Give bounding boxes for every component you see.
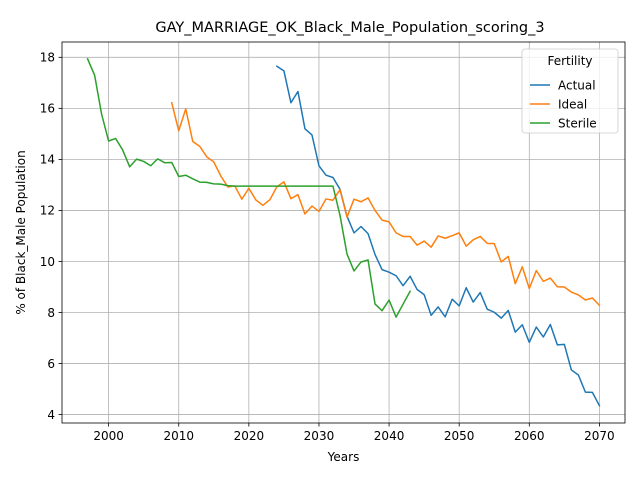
x-axis-ticks: 2000 2010 2020 2030 2040 2050 2060 2070 xyxy=(93,423,615,443)
y-tick-label: 12 xyxy=(40,204,55,218)
y-tick-label: 18 xyxy=(40,51,55,65)
y-tick-label: 10 xyxy=(40,255,55,269)
legend-title: Fertility xyxy=(547,54,592,68)
y-tick-label: 8 xyxy=(47,306,55,320)
legend: Fertility Actual Ideal Sterile xyxy=(521,48,619,134)
y-axis-ticks: 4 6 8 10 12 14 16 18 xyxy=(40,51,62,422)
x-tick-label: 2010 xyxy=(163,429,194,443)
x-tick-label: 2030 xyxy=(304,429,335,443)
y-tick-label: 6 xyxy=(47,357,55,371)
y-tick-label: 16 xyxy=(40,102,55,116)
series-line-sterile xyxy=(86,57,412,318)
series-line-actual xyxy=(275,65,601,407)
x-tick-label: 2020 xyxy=(234,429,265,443)
legend-label-sterile: Sterile xyxy=(558,116,597,130)
series-lines xyxy=(86,57,601,407)
x-axis-title: Years xyxy=(327,450,360,464)
legend-label-ideal: Ideal xyxy=(558,97,587,111)
x-tick-label: 2040 xyxy=(374,429,405,443)
y-tick-label: 14 xyxy=(40,153,55,167)
x-tick-label: 2070 xyxy=(584,429,615,443)
plot-frame xyxy=(61,41,626,424)
y-axis-title: % of Black_Male Population xyxy=(14,150,28,314)
chart-title: GAY_MARRIAGE_OK_Black_Male_Population_sc… xyxy=(155,20,544,36)
legend-box xyxy=(521,48,619,134)
legend-label-actual: Actual xyxy=(558,78,596,92)
y-tick-label: 4 xyxy=(47,408,55,422)
series-line-ideal xyxy=(170,101,601,307)
x-tick-label: 2050 xyxy=(444,429,475,443)
x-tick-label: 2000 xyxy=(93,429,124,443)
x-tick-label: 2060 xyxy=(514,429,545,443)
